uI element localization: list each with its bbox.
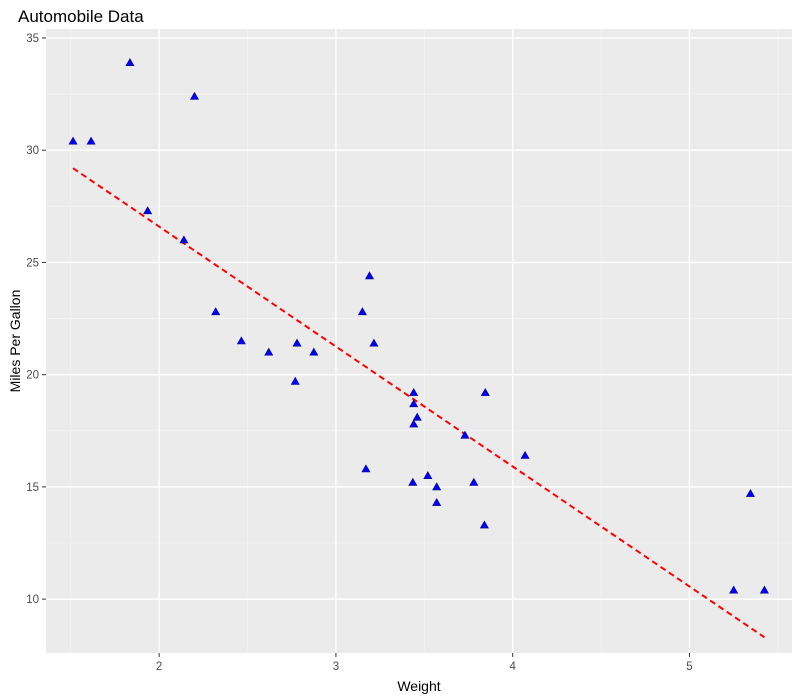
x-tick-label: 5 [686,661,692,673]
data-point [408,477,418,486]
y-tick-label: 20 [26,370,39,382]
y-tick-label: 15 [26,482,39,494]
x-axis-ticks: 2 3 4 5 [156,653,693,673]
data-point [236,336,246,345]
x-tick-label: 2 [156,661,162,673]
data-point [86,136,96,145]
data-point [412,412,422,421]
data-point [759,585,769,594]
data-point [290,376,300,385]
y-tick-label: 25 [26,257,39,269]
points-layer [68,58,769,594]
data-point [423,471,433,479]
data-point [480,388,490,396]
data-point [364,271,375,280]
y-axis-ticks: 10 15 20 25 30 35 [26,33,46,606]
data-point [179,235,189,244]
data-point [479,520,489,529]
data-point [143,206,153,215]
y-tick-label: 35 [26,33,39,45]
x-tick-label: 3 [333,661,339,673]
data-point [125,58,135,66]
data-point [409,419,419,428]
data-point [729,585,739,594]
data-point [292,338,302,347]
data-point [361,464,371,473]
data-point [409,388,419,396]
data-point [68,136,78,145]
x-axis-title: Weight [397,678,440,694]
data-point [309,347,319,356]
data-point [432,498,442,506]
chart-title: Automobile Data [18,7,144,26]
data-point [432,482,442,491]
data-point [189,91,200,100]
data-point [264,347,274,356]
x-tick-label: 4 [509,661,516,673]
data-point [460,430,470,439]
grid-minor [46,29,792,653]
data-point [520,450,530,459]
y-tick-label: 10 [26,594,39,606]
y-axis-title: Miles Per Gallon [7,290,23,393]
data-point [745,489,755,497]
plot-panel [46,29,792,653]
data-point [469,477,479,486]
data-point [369,338,379,347]
y-tick-label: 30 [26,145,39,157]
data-point [211,307,221,316]
data-point [409,399,419,408]
grid-major [46,29,792,653]
data-point [357,307,367,316]
